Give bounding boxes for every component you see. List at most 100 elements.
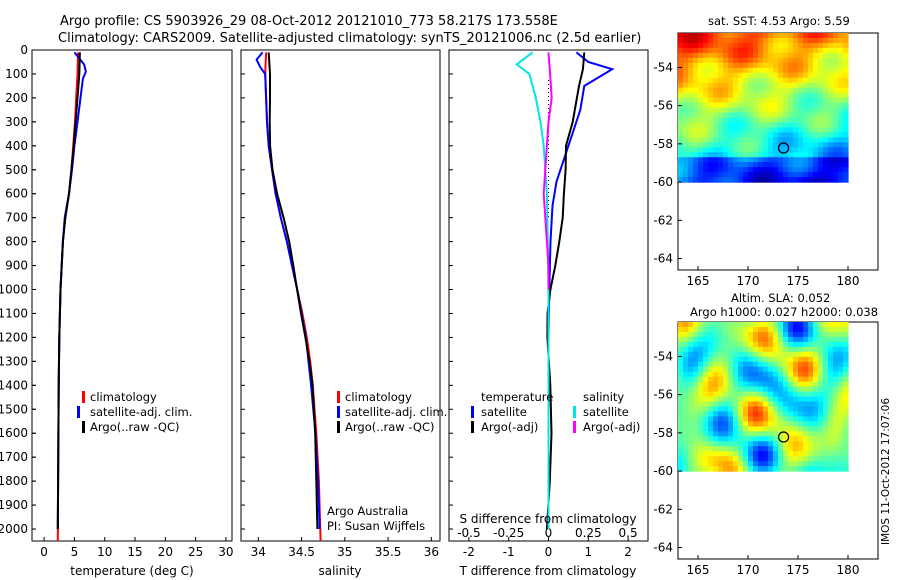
map-cell [713,42,719,49]
map-cell [778,416,784,422]
map-cell [758,336,764,343]
map-cell [743,322,749,328]
map-cell [758,47,764,54]
map-cell [748,177,754,183]
map-cell [778,336,784,343]
map-cell [758,172,764,178]
map-cell [828,172,834,178]
map-cell [733,77,739,84]
map-cell [733,172,739,178]
map-cell [713,436,719,442]
map-cell [678,441,684,447]
map-cell [803,33,809,39]
map-cell [768,351,774,358]
map-cell [808,37,814,44]
map-cell [823,67,829,74]
map-y-tick-label: -64 [653,252,673,266]
map-cell [678,57,684,64]
map-cell [803,177,809,183]
map-cell [808,92,814,99]
map-cell [718,416,724,422]
map-cell [683,107,689,114]
series-line-climatology [264,52,322,542]
map-cell [748,421,754,427]
map-cell [778,371,784,378]
map-cell [793,376,799,383]
map-cell [813,451,819,457]
map-cell [788,366,794,373]
map-cell [678,401,684,408]
map-cell [823,396,829,403]
map-cell [698,391,704,398]
depth-tick-label: 1400 [0,378,28,392]
map-cell [718,401,724,408]
map-cell [798,461,804,467]
map-cell [688,147,694,153]
map-cell [803,127,809,133]
map-cell [843,351,849,358]
map-cell [768,421,774,427]
map-cell [803,67,809,74]
map-cell [793,371,799,378]
map-cell [723,152,729,158]
map-cell [833,456,839,462]
map-cell [758,421,764,427]
map-cell [723,356,729,363]
map-cell [783,82,789,89]
map-cell [773,132,779,138]
map-cell [808,77,814,84]
map-cell [678,132,684,138]
map-cell [793,47,799,54]
map-cell [783,157,789,163]
map-cell [788,406,794,413]
map-cell [738,466,744,472]
map-cell [698,351,704,358]
map-cell [828,147,834,153]
x-tick-label: 2 [624,545,632,559]
map-cell [743,356,749,363]
map-cell [758,326,764,333]
map-cell [788,33,794,39]
map-cell [783,406,789,413]
series-line-satellite-adj-clim- [56,51,87,530]
map-cell [838,33,844,39]
map-cell [683,446,689,452]
map-cell [718,33,724,39]
map-cell [728,177,734,183]
map-cell [773,97,779,104]
map-cell [693,421,699,427]
map-cell [798,322,804,328]
map-cell [823,82,829,89]
map-cell [813,57,819,64]
map-cell [683,466,689,472]
map-cell [818,421,824,427]
map-cell [723,67,729,74]
map-cell [703,431,709,437]
map-cell [738,326,744,333]
map-cell [743,396,749,403]
map-cell [788,47,794,54]
map-cell [843,127,849,133]
map-cell [823,52,829,59]
map-cell [698,67,704,74]
map-cell [798,82,804,89]
map-cell [818,376,824,383]
map-cell [833,356,839,363]
map-cell [678,351,684,358]
map-cell [803,361,809,368]
map-cell [808,33,814,39]
map-cell [748,356,754,363]
map-cell [688,177,694,183]
map-cell [678,122,684,129]
map-cell [778,92,784,99]
map-cell [788,411,794,418]
map-cell [723,336,729,343]
map-cell [778,436,784,442]
map-cell [813,371,819,378]
map-cell [698,436,704,442]
map-cell [733,446,739,452]
map-cell [763,446,769,452]
map-cell [718,127,724,133]
map-cell [763,406,769,413]
map-cell [683,97,689,104]
